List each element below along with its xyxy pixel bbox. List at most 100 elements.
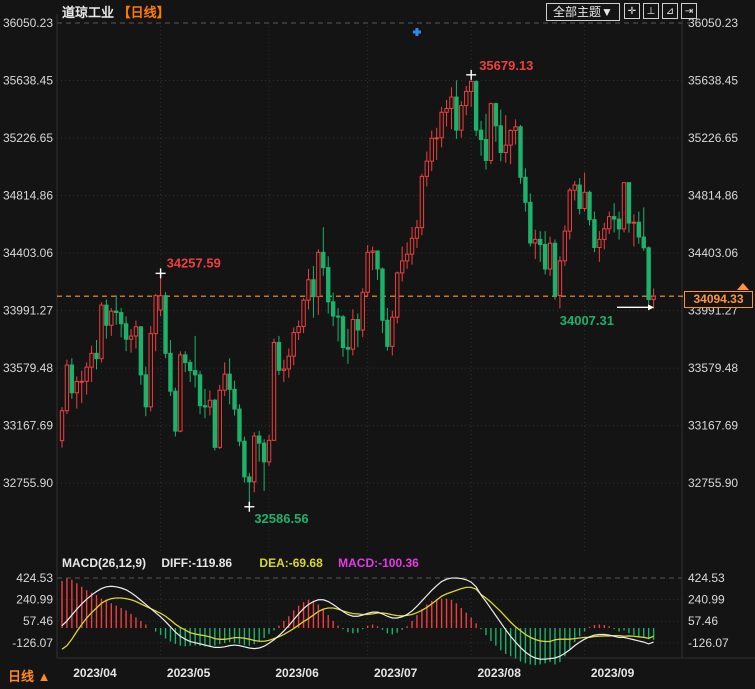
candle-body	[168, 352, 173, 392]
candle-body	[464, 90, 469, 107]
high-annotation: 35679.13	[479, 58, 533, 73]
candle-body	[518, 126, 523, 178]
candle-body	[94, 352, 99, 360]
period-selector[interactable]: 日线 ▲	[8, 669, 51, 684]
y-axis-label-left: 32755.90	[3, 476, 53, 490]
candle-body	[602, 228, 607, 240]
candle-body	[370, 250, 375, 253]
candle-body	[577, 184, 582, 210]
candle-body	[178, 354, 183, 432]
candle-body	[197, 374, 203, 407]
candle-body	[187, 362, 193, 372]
candle-body	[133, 326, 139, 337]
candle-body	[562, 230, 568, 262]
candle-body	[533, 238, 538, 244]
y-axis-label-left: 35638.45	[3, 74, 53, 88]
candle-body	[380, 268, 385, 321]
candle-body	[409, 237, 415, 255]
candle-body	[109, 310, 114, 326]
candle-body	[424, 160, 430, 177]
candle-body	[651, 295, 656, 301]
candle-body	[227, 373, 232, 390]
candle-body	[123, 323, 129, 340]
candle-body	[104, 304, 109, 326]
candle-body	[572, 184, 577, 191]
candle-body	[404, 253, 410, 262]
candle-body	[454, 96, 459, 131]
macd-axis-label-right: -126.07	[688, 636, 729, 650]
pointer-arrowhead-icon	[648, 304, 654, 311]
move-tool-icon[interactable]: ✛	[624, 3, 640, 19]
low-annotation: 32586.56	[254, 511, 308, 526]
candle-body	[375, 250, 380, 270]
x-axis-label: 2023/07	[374, 666, 418, 680]
candle-body	[74, 381, 79, 394]
candle-body	[59, 410, 65, 442]
macd-formula: MACD(26,12,9) DIFF:-119.86	[62, 556, 233, 570]
high-annotation: 34257.59	[167, 255, 221, 270]
macd-axis-label-right: 424.53	[688, 571, 725, 585]
candle-body	[498, 125, 503, 154]
candle-body	[557, 260, 563, 297]
candle-body	[296, 326, 301, 334]
candle-body	[365, 251, 370, 293]
candle-body	[153, 295, 158, 335]
candle-body	[429, 137, 434, 162]
y-axis-label-right: 35226.65	[688, 131, 738, 145]
candle-body	[552, 242, 558, 297]
macd-axis-label-left: 240.99	[16, 593, 53, 607]
candle-body	[621, 182, 627, 230]
candle-body	[128, 335, 134, 340]
candle-body	[330, 301, 336, 317]
y-axis-label-left: 33167.69	[3, 419, 53, 433]
candle-body	[237, 408, 242, 442]
candle-body	[84, 366, 89, 382]
candle-body	[488, 103, 494, 161]
candle-body	[118, 312, 124, 325]
chart-title: 道琼工业 【日线】	[62, 2, 170, 21]
candle-body	[286, 355, 291, 370]
candle-body	[395, 272, 400, 318]
low-annotation: 34007.31	[560, 313, 614, 328]
axis-play-icon[interactable]: ⊿	[662, 3, 678, 19]
axis-zoom-icon[interactable]: ⊥	[643, 3, 659, 19]
candle-body	[587, 191, 592, 221]
x-axis-label: 2023/08	[477, 666, 521, 680]
candle-body	[513, 126, 518, 131]
diff-line	[61, 577, 654, 660]
candle-body	[390, 316, 395, 347]
theme-dropdown[interactable]: 全部主题▼	[546, 3, 620, 21]
dea-line	[61, 586, 654, 650]
diff-value: DIFF:-119.86	[161, 556, 233, 570]
exit-pane-icon[interactable]: ⇥	[681, 3, 697, 19]
candle-body	[350, 319, 356, 350]
candle-body	[64, 364, 70, 412]
candle-body	[483, 139, 489, 161]
candle-body	[276, 341, 282, 371]
candle-body	[385, 319, 390, 347]
price-marker-arrow-icon	[737, 283, 749, 290]
candle-body	[360, 291, 365, 331]
candle-body	[444, 108, 449, 113]
candle-body	[232, 388, 237, 410]
macd-axis-label-left: -126.07	[12, 636, 53, 650]
candle-body	[345, 346, 351, 350]
candle-body	[89, 352, 94, 368]
candle-body	[207, 399, 213, 408]
candle-body	[271, 341, 277, 441]
candle-body	[399, 260, 405, 274]
candle-body	[542, 244, 548, 270]
candle-body	[158, 295, 163, 311]
candle-body	[459, 105, 464, 131]
macd-axis-label-left: 57.46	[23, 614, 53, 628]
macd-axis-label-right: 240.99	[688, 593, 725, 607]
candle-body	[493, 103, 499, 127]
candle-body	[508, 129, 513, 146]
candle-body	[528, 201, 533, 244]
candle-body	[503, 144, 508, 154]
candle-body	[611, 216, 617, 220]
macd-header: MACD(26,12,9) DIFF:-119.86 DEA:-69.68 MA…	[62, 556, 431, 570]
candle-body	[114, 310, 119, 314]
candle-body	[434, 137, 439, 140]
